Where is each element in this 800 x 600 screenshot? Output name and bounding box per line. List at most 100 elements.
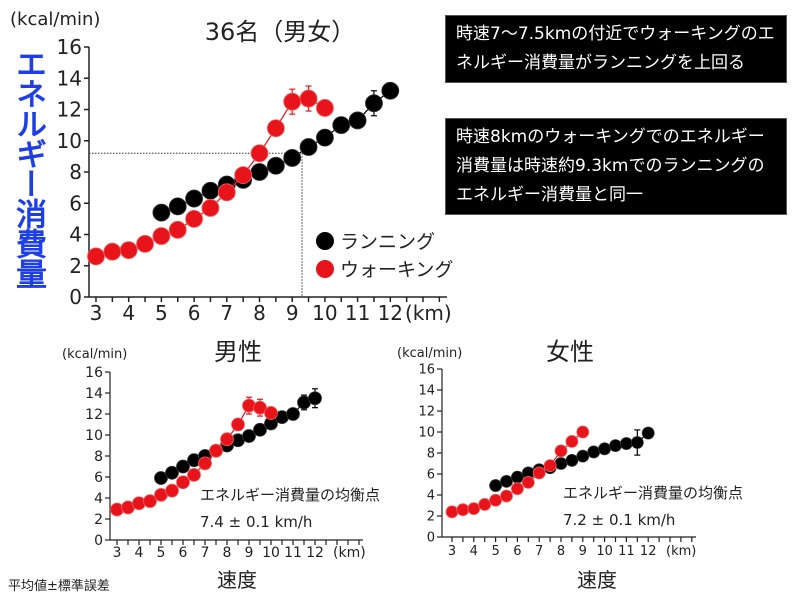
y-tick-label: 16: [85, 365, 103, 381]
chart-title: 36名（男女）: [205, 18, 356, 46]
x-tick-label: 5: [157, 545, 166, 561]
data-point: [565, 453, 579, 467]
data-point: [299, 138, 318, 156]
data-point: [456, 503, 470, 517]
x-tick-label: 11: [618, 544, 635, 559]
x-axis-unit-label: (km): [666, 544, 696, 559]
data-point: [187, 467, 201, 482]
legend-marker: [316, 232, 334, 250]
x-tick-label: 5: [491, 544, 499, 559]
x-tick-label: 6: [179, 545, 188, 561]
data-point: [253, 422, 267, 437]
y-tick-label: 12: [57, 98, 82, 122]
data-point: [315, 99, 334, 117]
y-tick-label: 6: [94, 470, 103, 486]
x-tick-label: 11: [284, 545, 302, 561]
data-point: [143, 494, 157, 509]
x-tick-label: 10: [312, 301, 337, 325]
y-tick-label: 2: [94, 512, 103, 528]
data-point: [332, 116, 351, 135]
data-point: [201, 199, 220, 217]
series-running: [154, 388, 322, 485]
data-point: [87, 247, 105, 266]
y-tick-label: 14: [85, 386, 103, 402]
data-point: [136, 234, 154, 253]
data-point: [489, 479, 503, 492]
x-tick-label: 12: [306, 545, 324, 561]
data-point: [220, 432, 234, 447]
y-axis-title-vertical: エネルギー消費量: [10, 48, 46, 288]
y-tick-label: 8: [94, 449, 103, 465]
y-tick-label: 8: [427, 447, 435, 462]
data-point: [478, 498, 492, 511]
series-line: [95, 97, 326, 257]
chart-title: 男性: [214, 338, 262, 366]
data-point: [299, 89, 318, 108]
data-point: [168, 220, 187, 239]
data-point: [467, 502, 481, 516]
y-tick-label: 16: [57, 35, 82, 59]
x-tick-label: 3: [113, 545, 122, 561]
data-point: [250, 144, 269, 163]
x-tick-label: 7: [201, 545, 210, 561]
data-point: [587, 445, 601, 459]
data-point: [185, 189, 204, 208]
x-tick-label: 9: [245, 545, 254, 561]
x-tick-label: 8: [557, 544, 565, 559]
data-point: [264, 406, 278, 420]
data-point: [168, 197, 187, 216]
y-tick-label: 10: [418, 426, 435, 441]
legend-label: ランニング: [340, 231, 435, 253]
data-point: [286, 407, 300, 421]
x-tick-label: 4: [470, 544, 478, 559]
x-tick-label: 9: [286, 301, 299, 325]
y-tick-label: 0: [69, 285, 82, 309]
x-axis-title: 速度: [217, 568, 257, 592]
data-point: [381, 81, 400, 100]
data-point: [630, 436, 644, 449]
data-point: [266, 156, 285, 175]
x-tick-label: 12: [378, 301, 403, 325]
data-point: [565, 435, 579, 448]
data-point: [489, 493, 503, 507]
x-tick-label: 3: [448, 544, 456, 559]
equilibrium-annotation: エネルギー消費量の均衡点: [200, 486, 380, 504]
data-point: [119, 241, 138, 260]
series-running: [152, 81, 400, 222]
y-tick-label: 10: [85, 428, 103, 444]
y-tick-label: 16: [418, 363, 435, 378]
x-tick-label: 9: [579, 544, 587, 559]
y-tick-label: 0: [427, 531, 435, 546]
y-tick-label: 6: [69, 191, 82, 215]
y-axis-unit-label: (kcal/min): [10, 9, 100, 30]
data-point: [308, 391, 322, 406]
x-axis-title: 速度: [577, 568, 617, 592]
equilibrium-annotation: 7.4 ± 0.1 km/h: [200, 513, 312, 531]
footnote: 平均値±標準誤差: [8, 579, 110, 594]
equilibrium-annotation: 7.2 ± 0.1 km/h: [563, 511, 675, 529]
y-tick-label: 4: [427, 489, 435, 504]
data-point: [152, 203, 171, 222]
series-walking: [87, 85, 334, 266]
data-point: [500, 489, 513, 503]
data-point: [176, 459, 190, 474]
x-tick-label: 8: [223, 545, 232, 561]
data-point: [242, 429, 256, 443]
note-box-1: 時速7〜7.5kmの付近でウォーキングのエネルギー消費量がランニングを上回る: [445, 15, 787, 83]
data-point: [176, 475, 190, 490]
data-point: [152, 227, 171, 245]
data-point: [231, 417, 245, 432]
data-point: [543, 459, 557, 473]
data-point: [198, 456, 212, 471]
y-tick-label: 14: [418, 384, 435, 399]
data-point: [250, 163, 269, 181]
y-tick-label: 4: [69, 223, 82, 247]
y-tick-label: 12: [85, 407, 103, 423]
data-point: [209, 443, 223, 458]
y-axis-unit-label: (kcal/min): [62, 347, 127, 362]
data-point: [283, 149, 302, 167]
y-tick-label: 10: [57, 129, 82, 153]
note-box-2: 時速8kmのウォーキングでのエネルギー消費量は時速約9.3kmでのランニングのエ…: [445, 118, 787, 215]
